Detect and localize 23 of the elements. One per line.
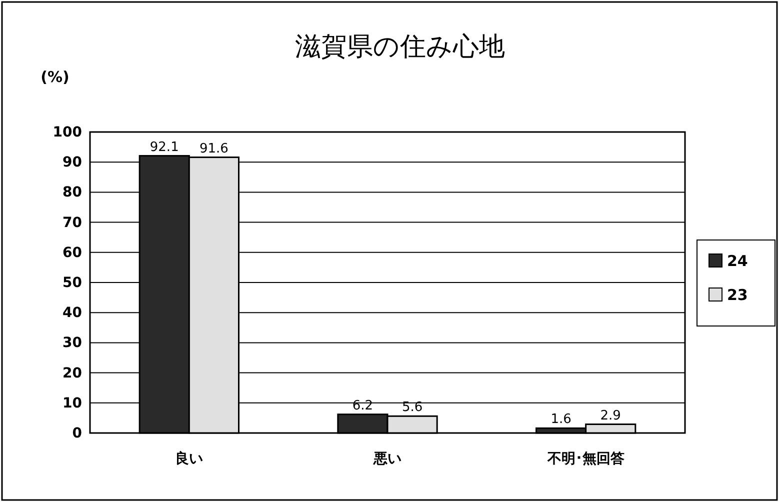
y-tick-label: 20 [62,365,82,382]
data-label: 2.9 [600,408,621,424]
x-tick-label: 良い [175,450,204,467]
y-tick-label: 50 [62,274,82,291]
y-tick-label: 0 [72,425,82,442]
y-tick-label: 90 [62,154,82,171]
chart-title: 滋賀県の住み心地 [295,32,505,62]
y-tick-label: 30 [62,335,82,352]
x-tick-label: 不明･無回答 [546,450,624,467]
data-label: 92.1 [150,140,179,155]
data-label: 91.6 [199,141,228,156]
y-tick-label: 100 [52,124,82,140]
y-tick-label: 60 [62,244,82,261]
y-tick-label: 40 [62,305,82,322]
legend-label: 24 [727,252,748,270]
y-tick-label: 10 [62,395,82,412]
y-tick-label: 70 [62,214,82,231]
data-label: 1.6 [550,412,572,428]
data-label: 5.6 [402,400,423,416]
y-tick-label: 80 [62,184,82,201]
x-tick-label: 悪い [372,450,402,467]
y-axis-title: (%) [40,68,70,86]
legend-label: 23 [727,286,748,304]
